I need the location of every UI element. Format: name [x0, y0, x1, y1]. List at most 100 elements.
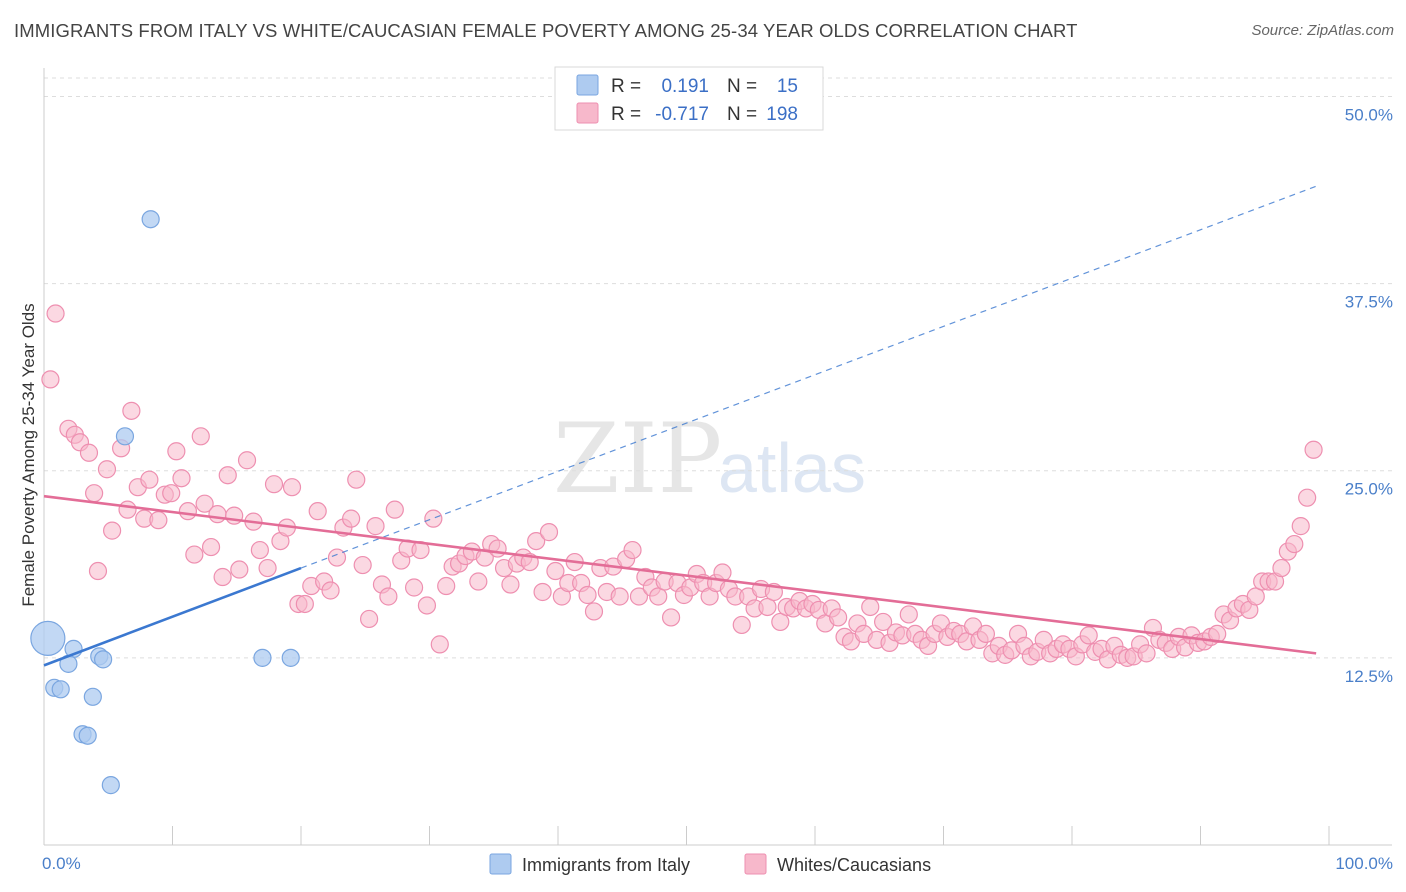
legend-r-label-italy: R =: [611, 76, 641, 97]
point-white-caucasian: [162, 484, 181, 503]
point-white-caucasian: [218, 466, 237, 485]
x-tick-label: 0.0%: [42, 854, 81, 873]
legend-r-label-white: R =: [611, 104, 641, 125]
point-white-caucasian: [122, 401, 141, 420]
point-white-caucasian: [610, 587, 629, 606]
legend-n-value-italy: 15: [777, 76, 798, 97]
point-white-caucasian: [501, 575, 520, 594]
point-white-caucasian: [469, 572, 488, 591]
point-white-caucasian: [250, 540, 269, 560]
watermark-atlas: atlas: [718, 429, 866, 507]
point-white-caucasian: [347, 470, 366, 489]
point-white-caucasian: [172, 469, 191, 488]
trend-white-caucasian: [43, 494, 1317, 655]
point-white-caucasian: [771, 612, 790, 632]
point-white-caucasian: [185, 545, 204, 564]
point-white-caucasian: [758, 597, 777, 617]
point-white-caucasian: [629, 587, 649, 606]
point-white-caucasian: [976, 624, 996, 644]
point-white-caucasian: [282, 478, 302, 497]
point-white-caucasian: [213, 567, 232, 587]
point-white-caucasian: [649, 587, 668, 606]
point-white-caucasian: [149, 511, 168, 530]
point-white-caucasian: [208, 505, 227, 524]
series-legend-label-white: Whites/Caucasians: [777, 855, 931, 875]
point-white-caucasian: [661, 608, 681, 627]
point-white-caucasian: [546, 561, 565, 581]
point-italy: [94, 650, 113, 669]
point-white-caucasian: [103, 521, 122, 540]
point-italy: [141, 210, 160, 229]
point-white-caucasian: [732, 615, 751, 635]
point-white-caucasian: [829, 608, 848, 627]
point-white-caucasian: [88, 561, 108, 581]
point-white-caucasian: [1298, 488, 1317, 507]
point-white-caucasian: [1285, 534, 1304, 554]
x-tick-label: 100.0%: [1335, 854, 1393, 873]
series-legend-swatch-italy: [489, 853, 512, 875]
point-italy: [83, 687, 102, 706]
legend-swatch-white: [576, 102, 599, 124]
legend-box: [554, 66, 824, 131]
point-white-caucasian: [1304, 440, 1323, 459]
series-legend-label-italy: Immigrants from Italy: [522, 855, 690, 875]
point-white-caucasian: [342, 509, 361, 528]
point-white-caucasian: [97, 460, 117, 479]
point-italy: [78, 726, 97, 745]
point-white-caucasian: [527, 531, 546, 551]
point-white-caucasian: [533, 582, 552, 602]
legend-swatch-italy: [576, 74, 599, 96]
legend-n-label-white: N =: [727, 104, 757, 125]
legend-n-value-white: 198: [766, 104, 798, 125]
point-white-caucasian: [1246, 587, 1265, 606]
y-tick-label: 12.5%: [1345, 667, 1393, 686]
series-legend-swatch-white: [744, 853, 767, 875]
y-tick-label: 25.0%: [1345, 480, 1393, 499]
point-white-caucasian: [295, 594, 314, 614]
y-tick-label: 50.0%: [1345, 105, 1393, 124]
point-white-caucasian: [404, 578, 424, 597]
point-white-caucasian: [85, 484, 104, 503]
series-legend: Immigrants from Italy Whites/Caucasians: [489, 853, 931, 875]
point-italy: [51, 680, 70, 699]
point-white-caucasian: [321, 581, 340, 600]
point-white-caucasian: [41, 370, 60, 389]
point-white-caucasian: [230, 560, 249, 579]
point-white-caucasian: [578, 585, 597, 605]
point-italy: [101, 776, 120, 795]
point-white-caucasian: [861, 597, 880, 617]
data-points: [30, 210, 1323, 795]
legend-r-value-white: -0.717: [655, 104, 709, 125]
point-white-caucasian: [118, 500, 137, 519]
trend-italy: [43, 566, 302, 667]
point-white-caucasian: [424, 509, 443, 528]
point-white-caucasian: [874, 612, 893, 632]
point-white-caucasian: [178, 502, 198, 521]
point-italy: [115, 427, 135, 446]
watermark-zip: ZIP: [553, 403, 722, 515]
point-white-caucasian: [417, 596, 437, 615]
watermark: ZIP atlas: [553, 403, 866, 515]
point-white-caucasian: [1272, 558, 1291, 578]
point-white-caucasian: [539, 523, 559, 542]
point-white-caucasian: [1079, 626, 1098, 645]
point-white-caucasian: [430, 635, 449, 654]
legend-n-label-italy: N =: [727, 76, 757, 97]
point-white-caucasian: [437, 576, 456, 596]
chart-title: IMMIGRANTS FROM ITALY VS WHITE/CAUCASIAN…: [14, 20, 1078, 41]
trend-lines: [43, 185, 1317, 667]
point-white-caucasian: [140, 470, 159, 489]
legend-r-value-italy: 0.191: [661, 76, 709, 97]
point-italy: [30, 620, 66, 657]
point-white-caucasian: [308, 502, 327, 521]
point-white-caucasian: [366, 517, 385, 536]
point-white-caucasian: [258, 558, 277, 578]
point-white-caucasian: [195, 494, 214, 513]
point-white-caucasian: [46, 304, 65, 323]
point-white-caucasian: [167, 442, 186, 461]
point-white-caucasian: [899, 605, 918, 624]
legend: R = 0.191 N = 15 R = -0.717 N = 198: [554, 66, 824, 131]
point-white-caucasian: [488, 539, 507, 558]
point-white-caucasian: [201, 537, 221, 557]
